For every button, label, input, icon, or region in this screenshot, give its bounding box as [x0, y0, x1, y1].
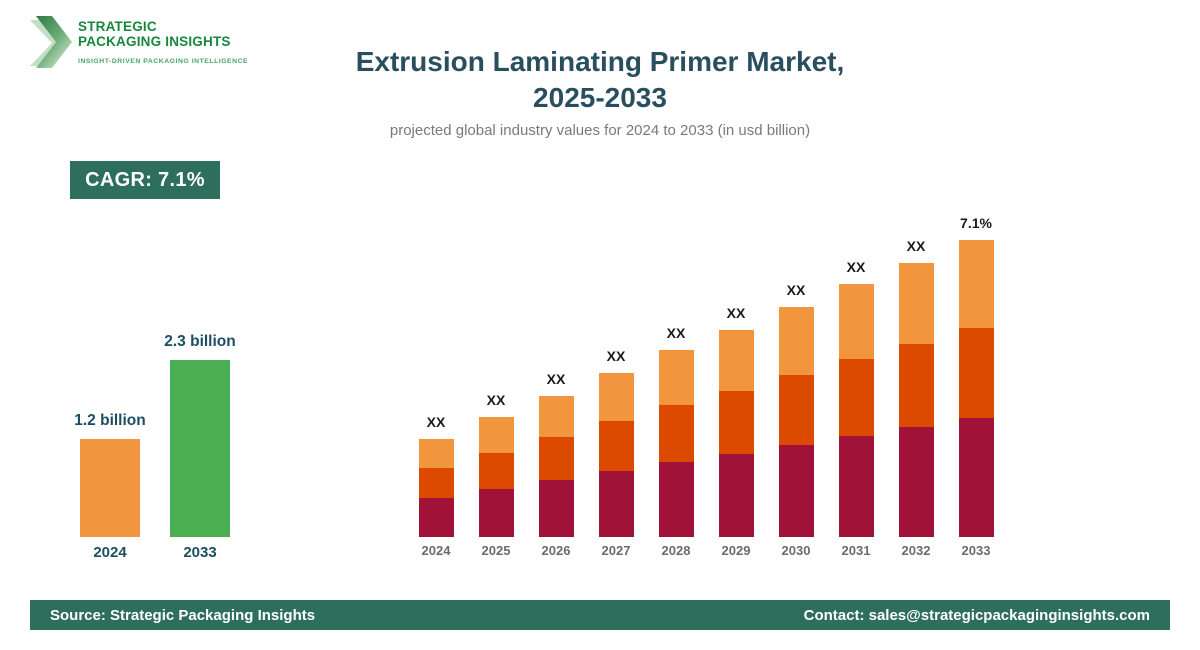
title-block: Extrusion Laminating Primer Market, 2025…: [260, 44, 940, 139]
brand-logo: STRATEGIC PACKAGING INSIGHTS INSIGHT-DRI…: [30, 14, 248, 68]
stacked-bar-2026-segment-middle: [538, 437, 574, 480]
page-title-line2: 2025-2033: [533, 81, 667, 113]
cagr-badge: CAGR: 7.1%: [70, 161, 220, 199]
footer-bar: Source: Strategic Packaging Insights Con…: [30, 600, 1170, 630]
stacked-bar-2030-segment-top: [778, 307, 814, 375]
stacked-bar-2028-segment-top: [658, 350, 694, 405]
stacked-bar-top-label-2025: XX: [486, 392, 506, 408]
stacked-bar-2031-segment-middle: [838, 359, 874, 436]
stacked-bar-2025-segment-middle: [478, 453, 514, 489]
stacked-bar-2030-segment-bottom: [778, 445, 814, 537]
stacked-bar-year-label-2024: 2024: [421, 543, 451, 558]
brand-text: STRATEGIC PACKAGING INSIGHTS INSIGHT-DRI…: [78, 14, 248, 65]
stacked-bar-2031-segment-top: [838, 284, 874, 359]
stacked-bar-top-label-2033: 7.1%: [960, 215, 992, 231]
stacked-bar-top-label-2032: XX: [906, 238, 926, 254]
stacked-bar-year-label-2031: 2031: [841, 543, 871, 558]
stacked-bar-2032-segment-top: [898, 263, 934, 344]
brand-name-line2: PACKAGING INSIGHTS: [78, 33, 231, 49]
chevron-arrow-icon: [30, 16, 72, 68]
stacked-bar-year-label-2027: 2027: [601, 543, 631, 558]
stacked-bar-2027-segment-bottom: [598, 471, 634, 537]
stacked-bar-2028-segment-bottom: [658, 462, 694, 537]
mini-bar-value-label-2033: 2.3 billion: [164, 333, 236, 350]
stacked-bar-2026-segment-bottom: [538, 480, 574, 537]
stacked-bar-top-label-2031: XX: [846, 259, 866, 275]
stacked-bar-2032-segment-middle: [898, 344, 934, 427]
stacked-bar-year-label-2025: 2025: [481, 543, 511, 558]
stacked-bar-2030-segment-middle: [778, 375, 814, 445]
stacked-bar-year-label-2029: 2029: [721, 543, 751, 558]
mini-bar-year-label-2024: 2024: [93, 544, 127, 561]
stacked-bar-2028-segment-middle: [658, 405, 694, 462]
stacked-bar-2027-segment-middle: [598, 421, 634, 471]
stacked-bar-top-label-2026: XX: [546, 371, 566, 387]
stacked-bar-top-label-2028: XX: [666, 325, 686, 341]
stacked-bar-2024-segment-middle: [418, 468, 454, 498]
stacked-bar-year-label-2028: 2028: [661, 543, 691, 558]
stacked-bar-2033-segment-middle: [958, 328, 994, 418]
stacked-bar-2033-segment-bottom: [958, 418, 994, 537]
mini-bar-2024: [80, 439, 140, 537]
page-title-line1: Extrusion Laminating Primer Market,: [355, 46, 845, 77]
mini-bar-value-label-2024: 1.2 billion: [74, 412, 146, 429]
brand-name-line1: STRATEGIC: [78, 19, 157, 34]
stacked-bar-2029-segment-bottom: [718, 454, 754, 537]
mini-bar-2033: [170, 360, 230, 537]
stacked-bar-2027-segment-top: [598, 373, 634, 421]
stacked-bar-year-label-2032: 2032: [901, 543, 931, 558]
stacked-bar-2025-segment-bottom: [478, 489, 514, 537]
stacked-bar-2032-segment-bottom: [898, 427, 934, 537]
stacked-bar-2026-segment-top: [538, 396, 574, 437]
brand-tagline: INSIGHT-DRIVEN PACKAGING INTELLIGENCE: [78, 58, 249, 66]
stacked-bar-2029-segment-middle: [718, 391, 754, 454]
stacked-bar-year-label-2030: 2030: [781, 543, 811, 558]
stacked-bar-2031-segment-bottom: [838, 436, 874, 537]
stacked-bar-year-label-2033: 2033: [961, 543, 991, 558]
stacked-bar-2024-segment-top: [418, 439, 454, 468]
footer-contact-text: Contact: sales@strategicpackaginginsight…: [803, 606, 1150, 624]
mini-bar-year-label-2033: 2033: [183, 544, 217, 561]
footer-source-text: Source: Strategic Packaging Insights: [50, 606, 316, 624]
stacked-bar-top-label-2024: XX: [426, 414, 446, 430]
stacked-bar-year-label-2026: 2026: [541, 543, 571, 558]
stacked-bar-top-label-2030: XX: [786, 282, 806, 298]
stacked-bar-2029-segment-top: [718, 330, 754, 391]
stacked-bar-top-label-2029: XX: [726, 305, 746, 321]
stacked-bar-top-label-2027: XX: [606, 348, 626, 364]
page-subtitle: projected global industry values for 202…: [389, 122, 811, 140]
stacked-bar-2024-segment-bottom: [418, 498, 454, 537]
stacked-bar-2033-segment-top: [958, 240, 994, 328]
stacked-bar-2025-segment-top: [478, 417, 514, 453]
